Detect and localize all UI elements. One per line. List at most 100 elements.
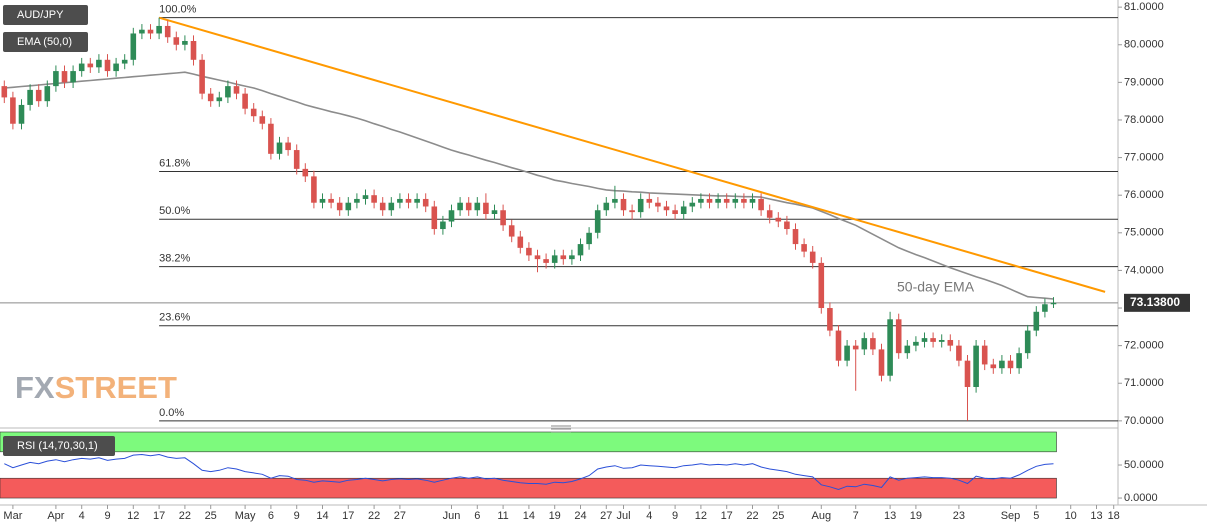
candle-body [483,202,489,214]
last-price-box [1124,293,1190,312]
candle-body [1016,353,1022,369]
candle-body [1007,360,1014,369]
x-tick-label: 7 [853,510,859,522]
candle-body [792,229,799,245]
candle-body [878,349,885,376]
y-tick-label: 80.0000 [1124,39,1164,51]
rsi-line [4,453,1054,491]
candle-body [517,236,524,248]
trendline [158,16,1106,293]
candle-body [397,198,403,203]
y-tick-label: 77.0000 [1124,151,1164,163]
y-tick-label: 71.0000 [1124,377,1164,389]
candle-body [225,86,231,98]
x-tick-label: 27 [600,510,612,522]
candle-body [500,210,506,226]
candle-body [844,345,850,361]
candle-body [594,210,601,233]
candle-body [285,142,291,151]
candle-body [431,206,438,230]
candle-body [698,198,704,203]
candle-body [44,86,51,102]
x-tick-label: Jul [616,510,630,522]
x-tick-label: 14 [523,510,535,522]
candle-body [749,198,756,203]
candle-body [663,206,670,211]
rsi-tick-label: 50.0000 [1124,459,1164,471]
candle-body [293,150,300,169]
candle-body [913,341,919,346]
rsi-tick-label: 0.0000 [1124,492,1158,504]
ema-line [4,71,1054,300]
candle-body [775,217,782,222]
x-tick-label: 17 [153,510,165,522]
x-tick-label: 11 [497,510,508,522]
candle-body [87,63,94,68]
x-tick-label: 6 [268,510,274,522]
candle-body [569,255,575,260]
candle-body [835,330,842,361]
candle-body [603,202,610,211]
candle-body [96,59,102,68]
candle-body [78,63,85,72]
x-tick-label: 25 [772,510,784,522]
candle-body [732,198,739,203]
rsi-legend: RSI (14,70,30,1) [17,440,98,452]
rsi-zone [0,431,1057,453]
candle-body [61,71,68,83]
watermark-street: STREET [55,370,177,405]
candle-body [938,339,945,342]
candle-body [861,338,868,350]
candle-body [543,259,549,263]
candle-body [809,251,816,263]
x-tick-label: 9 [672,510,678,522]
candle-body [156,25,162,34]
candle-body [164,25,171,38]
x-tick-label: 25 [205,510,217,522]
x-tick-label: 18 [1108,510,1120,522]
candle-body [655,202,661,207]
x-tick-label: 14 [316,510,328,522]
x-tick-label: Jun [443,510,461,522]
candle-body [904,345,911,354]
candle-body [199,59,205,94]
candle-body [586,232,592,245]
candle-body [680,206,687,214]
candle-body [784,221,790,230]
candle-body [534,255,541,260]
candle-body [345,202,352,211]
y-tick-label: 78.0000 [1124,114,1164,126]
x-tick-label: 9 [104,510,110,522]
candle-body [457,202,463,211]
candle-body [422,198,429,207]
fib-label: 23.6% [159,312,190,324]
y-tick-label: 70.0000 [1124,415,1164,427]
candle-body [474,202,481,211]
rsi-zone [0,477,1057,499]
candle-body [440,221,446,230]
candle-body [388,202,395,211]
candle-body [801,244,807,252]
x-tick-label: 19 [910,510,922,522]
candle-body [672,210,678,214]
candle-body [637,198,644,213]
candle-body [895,319,902,354]
x-tick-label: 4 [646,510,652,522]
x-tick-label: 22 [179,510,191,522]
x-tick-label: Apr [47,510,64,522]
ema-legend: EMA (50,0) [17,36,72,48]
divider-grip[interactable] [551,425,571,433]
candle-body [577,244,584,256]
candle-body [405,198,412,203]
candle-body [319,198,326,203]
candle-body [526,247,532,256]
y-tick-label: 75.0000 [1124,227,1164,239]
candle-body [981,345,988,365]
x-tick-label: 10 [1065,510,1077,522]
candle-body [827,308,833,331]
x-tick-label: 13 [1090,510,1102,522]
candle-body [551,255,558,263]
x-tick-label: 24 [574,510,586,522]
candle-body [18,104,25,124]
